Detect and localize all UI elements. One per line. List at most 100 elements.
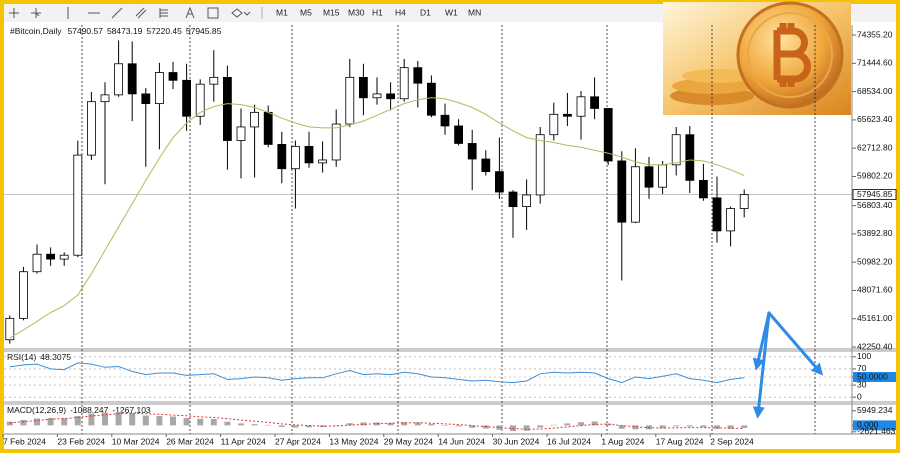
macd-bar: [278, 425, 285, 427]
macd-bar: [156, 416, 163, 426]
x-tick-label: 10 Mar 2024: [112, 436, 160, 446]
candle-body: [209, 76, 219, 85]
current-price-box: [852, 189, 897, 200]
candle-body: [563, 113, 572, 117]
current-price-label: 57945.85: [857, 189, 893, 199]
candle-body: [154, 72, 164, 105]
candle-body: [141, 93, 151, 105]
timeframe-button[interactable]: H1: [372, 7, 383, 17]
candle-body: [5, 317, 15, 341]
y-tick-label: 53892.80: [857, 228, 893, 238]
x-tick-label: 14 Jun 2024: [438, 436, 485, 446]
label-icon[interactable]: [207, 7, 219, 19]
timeframe-button[interactable]: M30: [348, 7, 365, 17]
moving-average: [9, 97, 745, 339]
macd-bar: [686, 425, 693, 427]
macd-bar: [306, 425, 312, 428]
macd-bar: [442, 425, 448, 426]
macd-bar: [387, 422, 394, 426]
annotation-arrows: [752, 311, 824, 419]
candle-body: [182, 79, 192, 117]
timeframe-button[interactable]: M5: [300, 7, 312, 17]
y-tick-label: 48071.60: [857, 285, 893, 295]
macd-bar: [197, 418, 204, 426]
candle-body: [413, 67, 423, 84]
channel-icon[interactable]: [135, 7, 147, 19]
candle-body: [426, 82, 436, 116]
shapes-icon[interactable]: [231, 8, 251, 18]
candle-body: [685, 134, 695, 181]
timeframe-button[interactable]: W1: [445, 7, 458, 17]
timeframe-button[interactable]: D1: [420, 7, 431, 17]
candle-body: [399, 67, 409, 100]
macd-bar: [292, 425, 299, 428]
x-tick-label: 1 Aug 2024: [601, 436, 644, 446]
bitcoin-image: [663, 1, 851, 115]
cursor-icon[interactable]: [31, 8, 41, 18]
y-tick-label: 70: [857, 363, 867, 373]
macd-bar: [74, 416, 81, 426]
macd-bar: [618, 425, 625, 429]
candle-body: [535, 134, 545, 196]
y-tick-label: 50.0000: [857, 371, 888, 381]
x-tick-label: 7 Feb 2024: [3, 436, 46, 446]
y-tick-label: 68534.00: [857, 86, 893, 96]
candle-body: [331, 123, 341, 161]
candle-body: [263, 111, 273, 145]
timeframe-button[interactable]: M15: [323, 7, 340, 17]
macd-bar: [102, 412, 108, 426]
candle-body: [127, 63, 137, 95]
macd-bar: [61, 418, 68, 426]
candle-body: [454, 125, 464, 144]
macd-bar: [265, 424, 272, 426]
candle-body: [522, 194, 531, 208]
candle-body: [644, 166, 654, 188]
macd-bar: [251, 424, 258, 426]
macd-bar: [550, 424, 557, 426]
candle-body: [386, 93, 396, 100]
macd-bar: [496, 425, 503, 430]
candle-body: [87, 101, 96, 156]
candle-body: [712, 197, 722, 232]
text-icon[interactable]: [185, 6, 195, 19]
toolbar-icons[interactable]: [9, 6, 251, 19]
rsi-line: [9, 362, 745, 384]
candle-body: [100, 94, 110, 103]
candle-body: [358, 76, 368, 99]
rsi-value: 48.3075: [40, 352, 71, 362]
macd-bar: [360, 422, 367, 426]
candle-body: [739, 194, 749, 209]
macd-label: MACD(12,26,9): [7, 405, 66, 415]
macd-bar: [700, 425, 707, 428]
x-tick-label: 2 Sep 2024: [710, 436, 754, 446]
crosshair-icon[interactable]: [9, 8, 19, 18]
macd-bar: [428, 423, 435, 426]
candle-body: [699, 179, 708, 199]
macd-bar: [210, 418, 217, 426]
chart-title: #Bitcoin,Daily: [10, 26, 62, 36]
candle-body: [631, 166, 640, 223]
trendline-icon[interactable]: [111, 7, 123, 19]
y-tick-label: -2621.463: [857, 426, 896, 436]
bitcoin-symbol: [773, 23, 811, 87]
level-marker: [853, 372, 896, 382]
macd-bar: [401, 422, 408, 426]
candle-body: [277, 144, 287, 170]
y-tick-label: 45161.00: [857, 313, 893, 323]
y-tick-label: 50982.20: [857, 256, 893, 266]
candle-body: [481, 158, 491, 173]
macd-bar: [183, 418, 190, 426]
macd-signal: -1267.103: [112, 405, 151, 415]
macd-bar: [115, 412, 122, 426]
candle-body: [549, 113, 559, 136]
timeframe-button[interactable]: MN: [468, 7, 481, 17]
macd-bar: [34, 418, 40, 426]
macd-bar: [632, 425, 639, 430]
macd-bar: [469, 425, 476, 428]
fibo-icon[interactable]: [159, 8, 168, 18]
timeframe-button[interactable]: H4: [395, 7, 406, 17]
candle-body: [168, 72, 178, 81]
y-tick-label: 74355.20: [857, 29, 893, 39]
macd-bar: [224, 421, 231, 426]
timeframe-button[interactable]: M1: [276, 7, 288, 17]
